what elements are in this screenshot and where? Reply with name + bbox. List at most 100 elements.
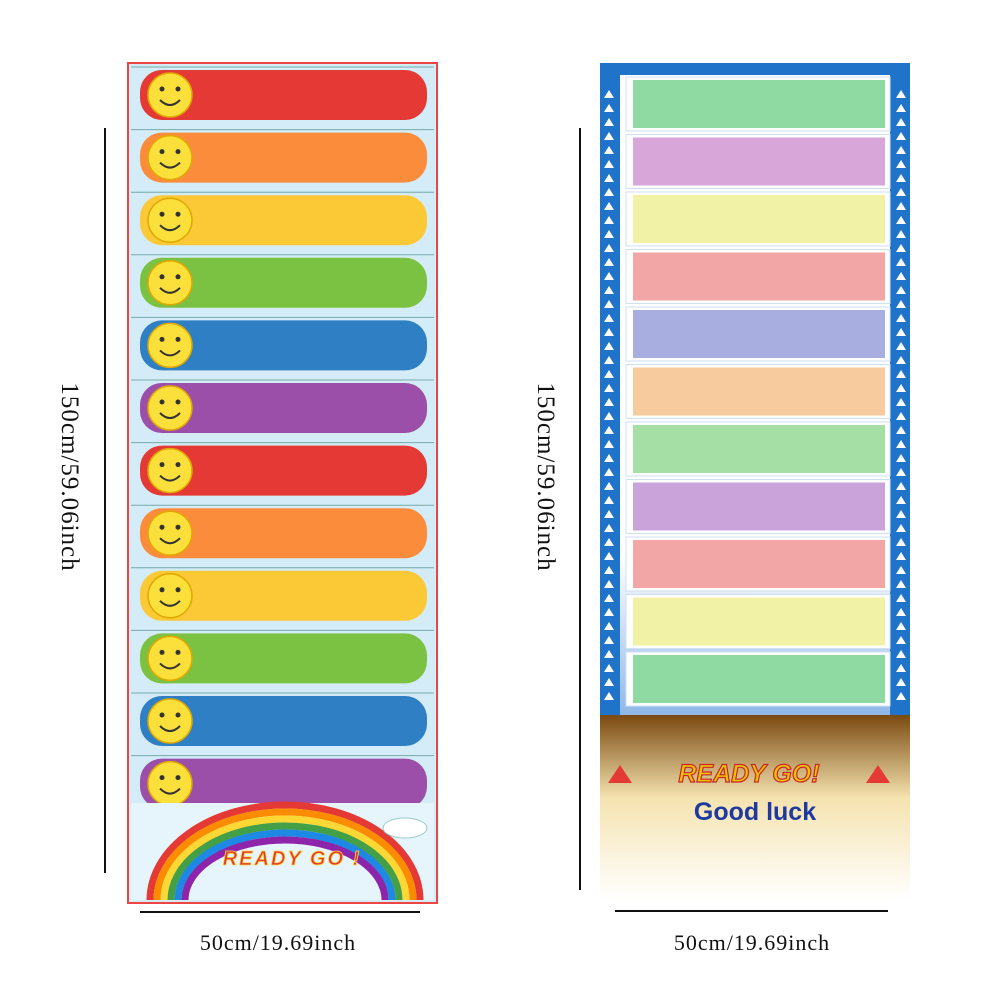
- edge-arrow: [896, 664, 906, 672]
- edge-arrow: [604, 398, 614, 406]
- emoji-face: [147, 635, 193, 682]
- edge-arrow: [896, 314, 906, 322]
- emoji-eye: [159, 211, 165, 217]
- edge-arrow: [604, 440, 614, 448]
- width-label: 50cm/19.69inch: [674, 930, 830, 955]
- cloud: [382, 817, 428, 839]
- edge-arrow: [896, 132, 906, 140]
- row-bar: [633, 482, 885, 531]
- edge-arrow: [896, 104, 906, 112]
- emoji-face: [147, 698, 193, 744]
- edge-arrow: [604, 384, 614, 392]
- edge-arrow: [604, 286, 614, 294]
- emoji-face: [147, 760, 193, 807]
- row-bar: [140, 320, 427, 371]
- emoji-face: [147, 134, 193, 181]
- edge-arrow: [604, 566, 614, 574]
- edge-arrow: [896, 230, 906, 238]
- edge-arrow: [896, 454, 906, 462]
- left-rows: [131, 66, 434, 809]
- emoji-eye: [175, 149, 181, 155]
- edge-arrow: [896, 384, 906, 392]
- height-label: 150cm/59.06inch: [56, 382, 83, 571]
- left-banner: READY GO !: [223, 848, 362, 870]
- emoji-mouth: [159, 787, 181, 795]
- edge-arrow: [896, 426, 906, 434]
- width-label: 50cm/19.69inch: [200, 930, 356, 955]
- edge-arrow: [604, 342, 614, 350]
- edge-arrow: [896, 398, 906, 406]
- edge-arrow: [604, 132, 614, 140]
- edge-arrow: [896, 468, 906, 476]
- edge-arrow: [604, 608, 614, 616]
- emoji-eye: [159, 587, 165, 593]
- edge-arrow: [604, 230, 614, 238]
- row-bar: [633, 80, 885, 128]
- edge-arrow: [604, 524, 614, 532]
- edge-arrow: [896, 580, 906, 588]
- emoji-eye: [175, 462, 181, 468]
- edge-arrow: [604, 356, 614, 364]
- emoji-mouth: [159, 349, 181, 357]
- row-bar: [633, 252, 885, 301]
- edge-arrow: [896, 244, 906, 252]
- emoji-eye: [159, 462, 165, 468]
- row-bar: [140, 195, 427, 246]
- emoji-mouth: [159, 224, 181, 232]
- emoji-mouth: [159, 662, 181, 670]
- edge-arrow: [896, 412, 906, 420]
- edge-arrow: [604, 174, 614, 182]
- edge-arrow: [896, 692, 906, 700]
- edge-arrow: [896, 118, 906, 126]
- emoji-face: [147, 260, 193, 306]
- emoji-eye: [175, 86, 181, 92]
- row-bar: [140, 633, 427, 684]
- edge-arrow: [604, 636, 614, 644]
- edge-arrow: [896, 286, 906, 294]
- edge-arrow: [896, 90, 906, 98]
- row-bar: [140, 445, 427, 496]
- edge-arrow: [896, 566, 906, 574]
- row-bar: [633, 310, 885, 358]
- row-bar: [633, 597, 885, 646]
- edge-arrow: [604, 538, 614, 546]
- edge-arrow: [896, 216, 906, 224]
- edge-arrow: [896, 496, 906, 504]
- edge-arrow: [604, 496, 614, 504]
- emoji-eye: [175, 775, 181, 781]
- row-bar: [140, 257, 427, 308]
- emoji-eye: [175, 712, 181, 718]
- row-bar: [140, 383, 427, 433]
- edge-arrow: [604, 468, 614, 476]
- edge-arrow: [896, 552, 906, 560]
- edge-arrow: [604, 594, 614, 602]
- edge-arrow: [604, 678, 614, 686]
- edge-arrow: [896, 160, 906, 168]
- edge-arrow: [896, 328, 906, 336]
- edge-arrow: [604, 692, 614, 700]
- emoji-face: [147, 72, 193, 118]
- edge-arrow: [896, 146, 906, 154]
- emoji-face: [147, 197, 193, 243]
- edge-arrow: [896, 258, 906, 266]
- row-bar: [633, 137, 885, 186]
- row-bar: [140, 132, 427, 183]
- edge-arrow: [896, 174, 906, 182]
- row-bar: [140, 696, 427, 746]
- rainbow: [146, 801, 424, 901]
- emoji-eye: [159, 712, 165, 718]
- emoji-mouth: [159, 412, 181, 419]
- emoji-mouth: [159, 161, 181, 169]
- emoji-eye: [159, 399, 165, 405]
- emoji-mouth: [159, 99, 181, 106]
- emoji-eye: [159, 775, 165, 781]
- emoji-mouth: [159, 600, 181, 607]
- emoji-eye: [175, 274, 181, 280]
- edge-arrow: [604, 314, 614, 322]
- edge-arrow: [604, 412, 614, 420]
- edge-arrow: [604, 580, 614, 588]
- emoji-eye: [159, 524, 165, 530]
- edge-arrow: [896, 370, 906, 378]
- edge-arrow: [604, 272, 614, 280]
